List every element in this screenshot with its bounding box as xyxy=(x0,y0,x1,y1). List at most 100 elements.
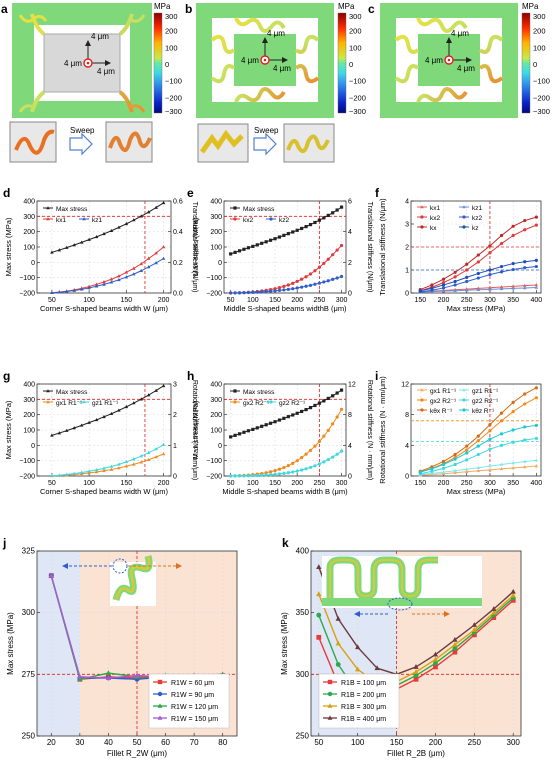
data-point xyxy=(77,673,83,679)
x-tick-label: 250 xyxy=(468,738,482,747)
data-point xyxy=(453,288,457,292)
data-point xyxy=(65,289,69,293)
data-point xyxy=(146,450,151,454)
y-tick-label: −200 xyxy=(19,291,35,298)
y-tick-label: −200 xyxy=(206,474,222,481)
data-point xyxy=(154,388,158,392)
data-point xyxy=(326,213,330,218)
data-point xyxy=(102,280,106,284)
data-point xyxy=(87,420,91,424)
data-point xyxy=(522,459,527,463)
x-tick-label: 50 xyxy=(227,480,235,487)
legend-marker xyxy=(420,388,424,392)
y2-tick-label: 12 xyxy=(348,382,356,389)
legend-label: kz2 xyxy=(279,217,290,224)
y-tick-label: 300 xyxy=(296,670,310,679)
legend-marker xyxy=(462,408,466,412)
x-tick-label: 300 xyxy=(507,738,521,747)
y2-tick-label: 0 xyxy=(348,474,352,481)
data-point xyxy=(304,225,308,229)
legend-label: gz1 R1⁻¹ xyxy=(472,388,499,395)
x-tick-label: 150 xyxy=(269,480,281,487)
y-tick-label: 350 xyxy=(296,608,310,617)
data-point xyxy=(242,291,246,295)
data-point xyxy=(465,444,469,448)
data-point xyxy=(304,284,308,288)
data-point xyxy=(499,411,504,415)
panel-label: j xyxy=(2,536,6,550)
legend-marker xyxy=(462,388,466,392)
colorbar-tick-label: −100 xyxy=(349,77,366,86)
legend-marker xyxy=(233,389,237,393)
data-point xyxy=(488,423,492,427)
data-point xyxy=(491,606,497,611)
data-point xyxy=(511,410,515,414)
data-point xyxy=(534,223,538,227)
y-axis-label: Rotational stiffness (N · mm/μm) xyxy=(378,376,387,484)
data-point xyxy=(277,235,282,239)
svg-text:MPa: MPa xyxy=(522,2,539,11)
data-point xyxy=(65,245,69,249)
y-tick-label: −100 xyxy=(206,275,222,282)
data-point xyxy=(491,609,497,615)
data-point xyxy=(326,279,330,283)
legend: Max stress kx2 kz2 xyxy=(230,206,290,224)
x-tick-label: 250 xyxy=(461,480,473,487)
data-point xyxy=(317,462,321,466)
data-point xyxy=(273,289,277,293)
data-point xyxy=(237,291,242,295)
colorbar-tick-label: −300 xyxy=(349,107,366,116)
y2-tick-label: 4 xyxy=(348,229,352,236)
data-point xyxy=(72,426,76,430)
y-axis-label: Max stress (MPa) xyxy=(4,400,13,459)
data-point xyxy=(511,267,515,272)
legend-label: R1W = 60 μm xyxy=(171,680,214,687)
data-point xyxy=(264,290,268,294)
data-point xyxy=(109,467,114,471)
data-point xyxy=(331,455,335,459)
data-point xyxy=(65,428,69,432)
data-point xyxy=(374,665,380,671)
y-tick-label: 0 xyxy=(405,291,409,298)
x-tick-label: 70 xyxy=(190,738,199,747)
data-point xyxy=(255,243,259,247)
data-point xyxy=(511,466,515,470)
y2-tick-label: 8 xyxy=(348,412,352,419)
data-point xyxy=(522,286,527,290)
data-point xyxy=(339,388,344,392)
series-line xyxy=(420,424,537,473)
data-point xyxy=(237,249,242,253)
series-line xyxy=(230,450,342,477)
data-point xyxy=(139,261,143,266)
y-tick-label: 12 xyxy=(401,382,409,389)
data-point xyxy=(335,208,339,212)
x-tick-label: 200 xyxy=(158,297,170,304)
data-point xyxy=(161,442,166,446)
data-point xyxy=(50,473,54,477)
data-point xyxy=(242,474,246,478)
data-point xyxy=(534,264,538,269)
data-point xyxy=(251,244,255,248)
svg-text:4 μm: 4 μm xyxy=(267,29,285,38)
svg-text:4 μm: 4 μm xyxy=(457,64,475,73)
legend-marker xyxy=(420,215,424,219)
data-point xyxy=(322,399,326,403)
y-tick-label: 300 xyxy=(210,397,222,404)
inset-geometry xyxy=(322,556,482,617)
data-point xyxy=(154,447,158,451)
data-point xyxy=(355,666,361,672)
data-point xyxy=(499,286,504,291)
data-point xyxy=(476,439,480,443)
data-point xyxy=(488,273,492,277)
legend-label: kz1 xyxy=(472,205,483,212)
x-axis-label: Middle S-shaped beams width B (μm) xyxy=(222,487,348,496)
data-point xyxy=(50,250,54,254)
data-point xyxy=(242,430,246,434)
legend-marker xyxy=(46,400,50,404)
chart-k: k 50 100 150 200 250 300 250 300 350 400 Fillet R_2… xyxy=(280,536,522,758)
data-point xyxy=(322,434,326,438)
data-point xyxy=(433,660,438,666)
data-point xyxy=(511,224,515,228)
data-point xyxy=(339,449,344,453)
data-point xyxy=(523,402,527,406)
